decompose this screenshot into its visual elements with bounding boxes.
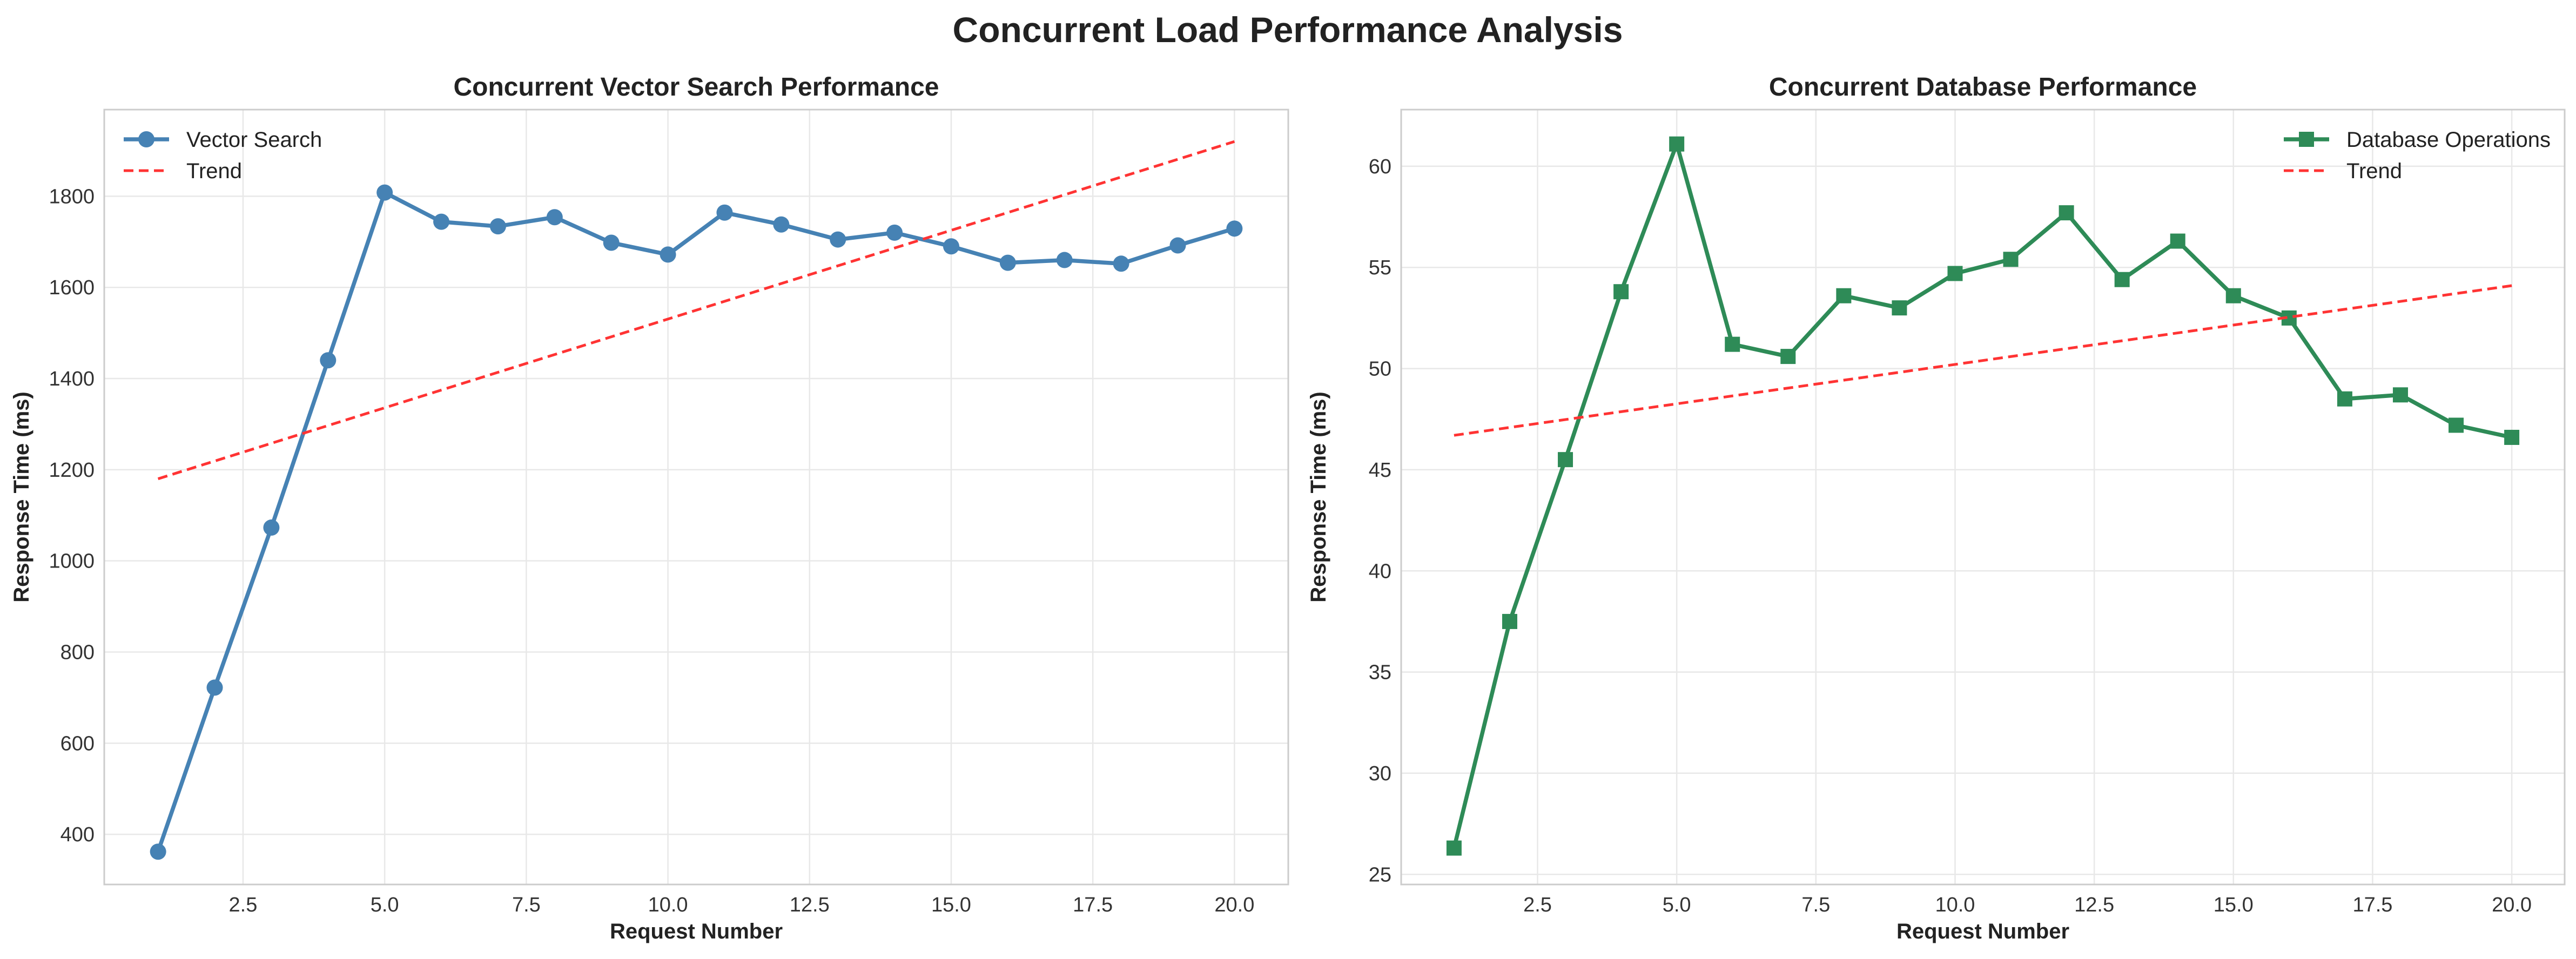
data-point — [1558, 452, 1573, 468]
series-line-main — [156, 190, 1235, 853]
legend-label: Database Operations — [2346, 128, 2551, 152]
vector-search-chart: 2.5 5.0 7.5 10.0 12.5 15.0 17.5 20.0 400 600 800 10… — [10, 73, 1289, 943]
y-tick-label: 1400 — [49, 368, 95, 390]
y-tick-label: 1800 — [49, 185, 95, 208]
data-point — [2003, 252, 2019, 267]
chart-title: Concurrent Database Performance — [1769, 73, 2197, 102]
figure-suptitle: Concurrent Load Performance Analysis — [953, 10, 1623, 50]
data-point — [433, 213, 450, 230]
data-point — [2449, 417, 2464, 433]
data-point — [716, 204, 733, 221]
x-tick-label: 12.5 — [790, 894, 830, 916]
x-tick-label: 20.0 — [1214, 894, 1254, 916]
x-tick-label: 12.5 — [2074, 894, 2114, 916]
data-point — [2059, 205, 2074, 221]
data-point — [1113, 255, 1129, 272]
plot-frame — [1400, 109, 2566, 886]
legend-label: Vector Search — [186, 128, 322, 152]
y-tick-label: 60 — [1369, 156, 1391, 178]
x-tick-label: 10.0 — [648, 894, 688, 916]
data-point — [1056, 252, 1073, 268]
data-point — [2392, 387, 2408, 403]
data-point — [1780, 349, 1796, 364]
data-point — [1446, 840, 1462, 856]
data-point — [2337, 391, 2352, 407]
data-point — [1169, 237, 1186, 254]
x-tick-label: 20.0 — [2492, 894, 2532, 916]
data-point — [206, 679, 223, 696]
x-tick-label: 2.5 — [229, 894, 258, 916]
data-point — [1836, 288, 1852, 303]
x-tick-label: 7.5 — [512, 894, 541, 916]
data-point — [1892, 300, 1907, 316]
y-tick-label: 35 — [1369, 661, 1391, 684]
data-point — [376, 184, 393, 201]
y-tick-label: 55 — [1369, 256, 1391, 279]
data-point — [150, 843, 166, 860]
data-point — [603, 234, 620, 251]
y-tick-label: 1000 — [49, 550, 95, 573]
data-point — [1613, 284, 1629, 300]
series-line-trend — [157, 140, 1235, 481]
data-point — [546, 209, 563, 226]
data-point — [2504, 429, 2520, 445]
series-line-trend — [1454, 284, 2512, 437]
x-tick-label: 15.0 — [931, 894, 971, 916]
data-point — [773, 216, 790, 233]
y-tick-label: 30 — [1369, 762, 1391, 785]
data-point — [2114, 272, 2130, 287]
data-point — [263, 519, 280, 536]
y-tick-label: 400 — [60, 823, 95, 846]
x-tick-label: 15.0 — [2214, 894, 2254, 916]
chart-title: Concurrent Vector Search Performance — [454, 73, 939, 102]
y-tick-label: 40 — [1369, 560, 1391, 583]
plot-frame — [103, 109, 1289, 886]
data-point — [1502, 613, 1517, 629]
legend-marker — [2299, 132, 2314, 147]
data-point — [943, 238, 959, 255]
data-point — [1226, 220, 1243, 237]
database-chart: 2.5 5.0 7.5 10.0 12.5 15.0 17.5 20.0 25 30 35 40 45 5… — [1307, 73, 2566, 943]
y-tick-label: 600 — [60, 732, 95, 755]
x-tick-label: 5.0 — [1663, 894, 1691, 916]
y-tick-label: 25 — [1369, 863, 1391, 886]
data-point — [1669, 136, 1685, 152]
legend: Database Operations Trend — [2284, 128, 2551, 183]
x-axis-label: Request Number — [1896, 920, 2069, 943]
data-point — [489, 218, 506, 235]
series-line-main — [1452, 141, 2512, 849]
x-tick-label: 10.0 — [1935, 894, 1975, 916]
x-tick-label: 7.5 — [1801, 894, 1830, 916]
x-tick-label: 2.5 — [1523, 894, 1552, 916]
y-tick-label: 1600 — [49, 276, 95, 299]
y-axis-label: Response Time (ms) — [10, 391, 33, 603]
data-point — [1725, 336, 1740, 352]
data-point — [2225, 288, 2241, 303]
x-tick-label: 17.5 — [1073, 894, 1113, 916]
y-tick-label: 50 — [1369, 358, 1391, 381]
legend: Vector Search Trend — [124, 128, 322, 183]
y-tick-label: 45 — [1369, 459, 1391, 482]
data-point — [830, 231, 846, 248]
legend-marker — [138, 131, 154, 147]
legend-label: Trend — [186, 159, 242, 183]
data-point — [320, 352, 337, 369]
data-point — [999, 254, 1016, 271]
data-point — [660, 246, 676, 263]
x-axis-label: Request Number — [610, 920, 783, 943]
legend-label: Trend — [2346, 159, 2402, 183]
y-axis-label: Response Time (ms) — [1307, 391, 1330, 603]
data-point — [1947, 266, 1963, 281]
data-point — [2170, 233, 2185, 249]
x-tick-label: 17.5 — [2352, 894, 2392, 916]
y-tick-label: 1200 — [49, 459, 95, 482]
y-tick-label: 800 — [60, 641, 95, 664]
x-tick-label: 5.0 — [371, 894, 399, 916]
data-point — [886, 224, 903, 241]
